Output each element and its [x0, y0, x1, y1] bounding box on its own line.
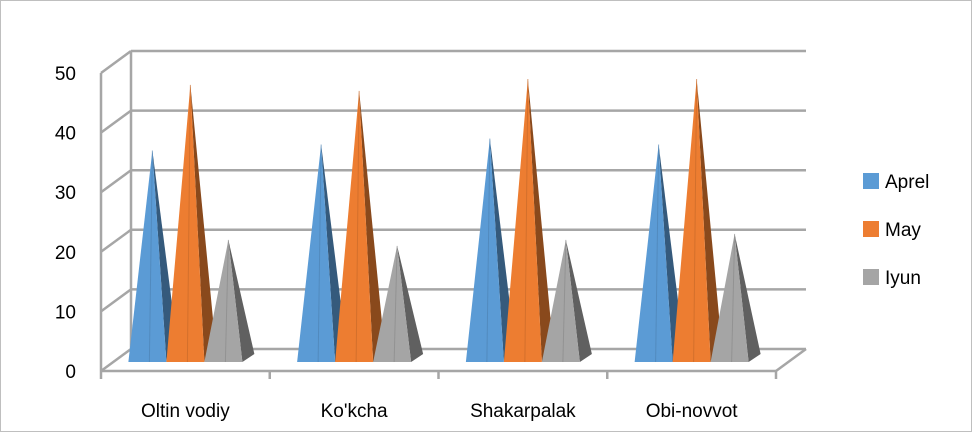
pyramid-iyun-1	[373, 245, 424, 363]
y-tick-label: 10	[55, 302, 76, 323]
pyramid-marks	[128, 78, 761, 363]
x-tick-label: Ko'kcha	[321, 401, 388, 422]
side-gridline	[100, 347, 132, 373]
pyramid-may-3	[672, 78, 723, 363]
legend-swatch	[863, 269, 879, 285]
floor-right-edge	[775, 347, 807, 373]
pyramid-may-2	[503, 78, 554, 363]
x-tick-label: Shakarpalak	[470, 401, 576, 422]
x-tick-label: Oltin vodiy	[141, 401, 230, 422]
legend: Aprel May Iyun	[863, 172, 929, 289]
side-gridline	[100, 109, 132, 134]
side-gridline	[100, 49, 132, 75]
x-tick-label: Obi-novvot	[646, 401, 739, 422]
legend-swatch	[863, 221, 879, 237]
y-tick-label: 50	[55, 64, 76, 85]
pyramid-iyun-2	[541, 239, 592, 363]
side-gridline	[100, 228, 132, 253]
legend-label: Iyun	[885, 268, 921, 289]
side-gridline	[100, 169, 132, 194]
y-tick-label: 20	[55, 243, 76, 264]
y-tick-label: 40	[55, 124, 76, 145]
side-gridline	[100, 288, 132, 313]
legend-swatch	[863, 173, 879, 189]
pyramid-may-1	[335, 90, 386, 363]
pyramid-iyun-0	[204, 239, 255, 363]
legend-label: Aprel	[885, 172, 929, 193]
x-tick-labels: Oltin vodiy Ko'kcha Shakarpalak Obi-novvot	[141, 401, 738, 422]
pyramid-iyun-3	[710, 233, 761, 363]
pyramid-may-0	[166, 84, 217, 363]
legend-label: May	[885, 220, 921, 241]
y-tick-labels: 0 10 20 30 40 50	[55, 64, 76, 383]
y-tick-label: 0	[65, 362, 76, 383]
y-tick-label: 30	[55, 183, 76, 204]
